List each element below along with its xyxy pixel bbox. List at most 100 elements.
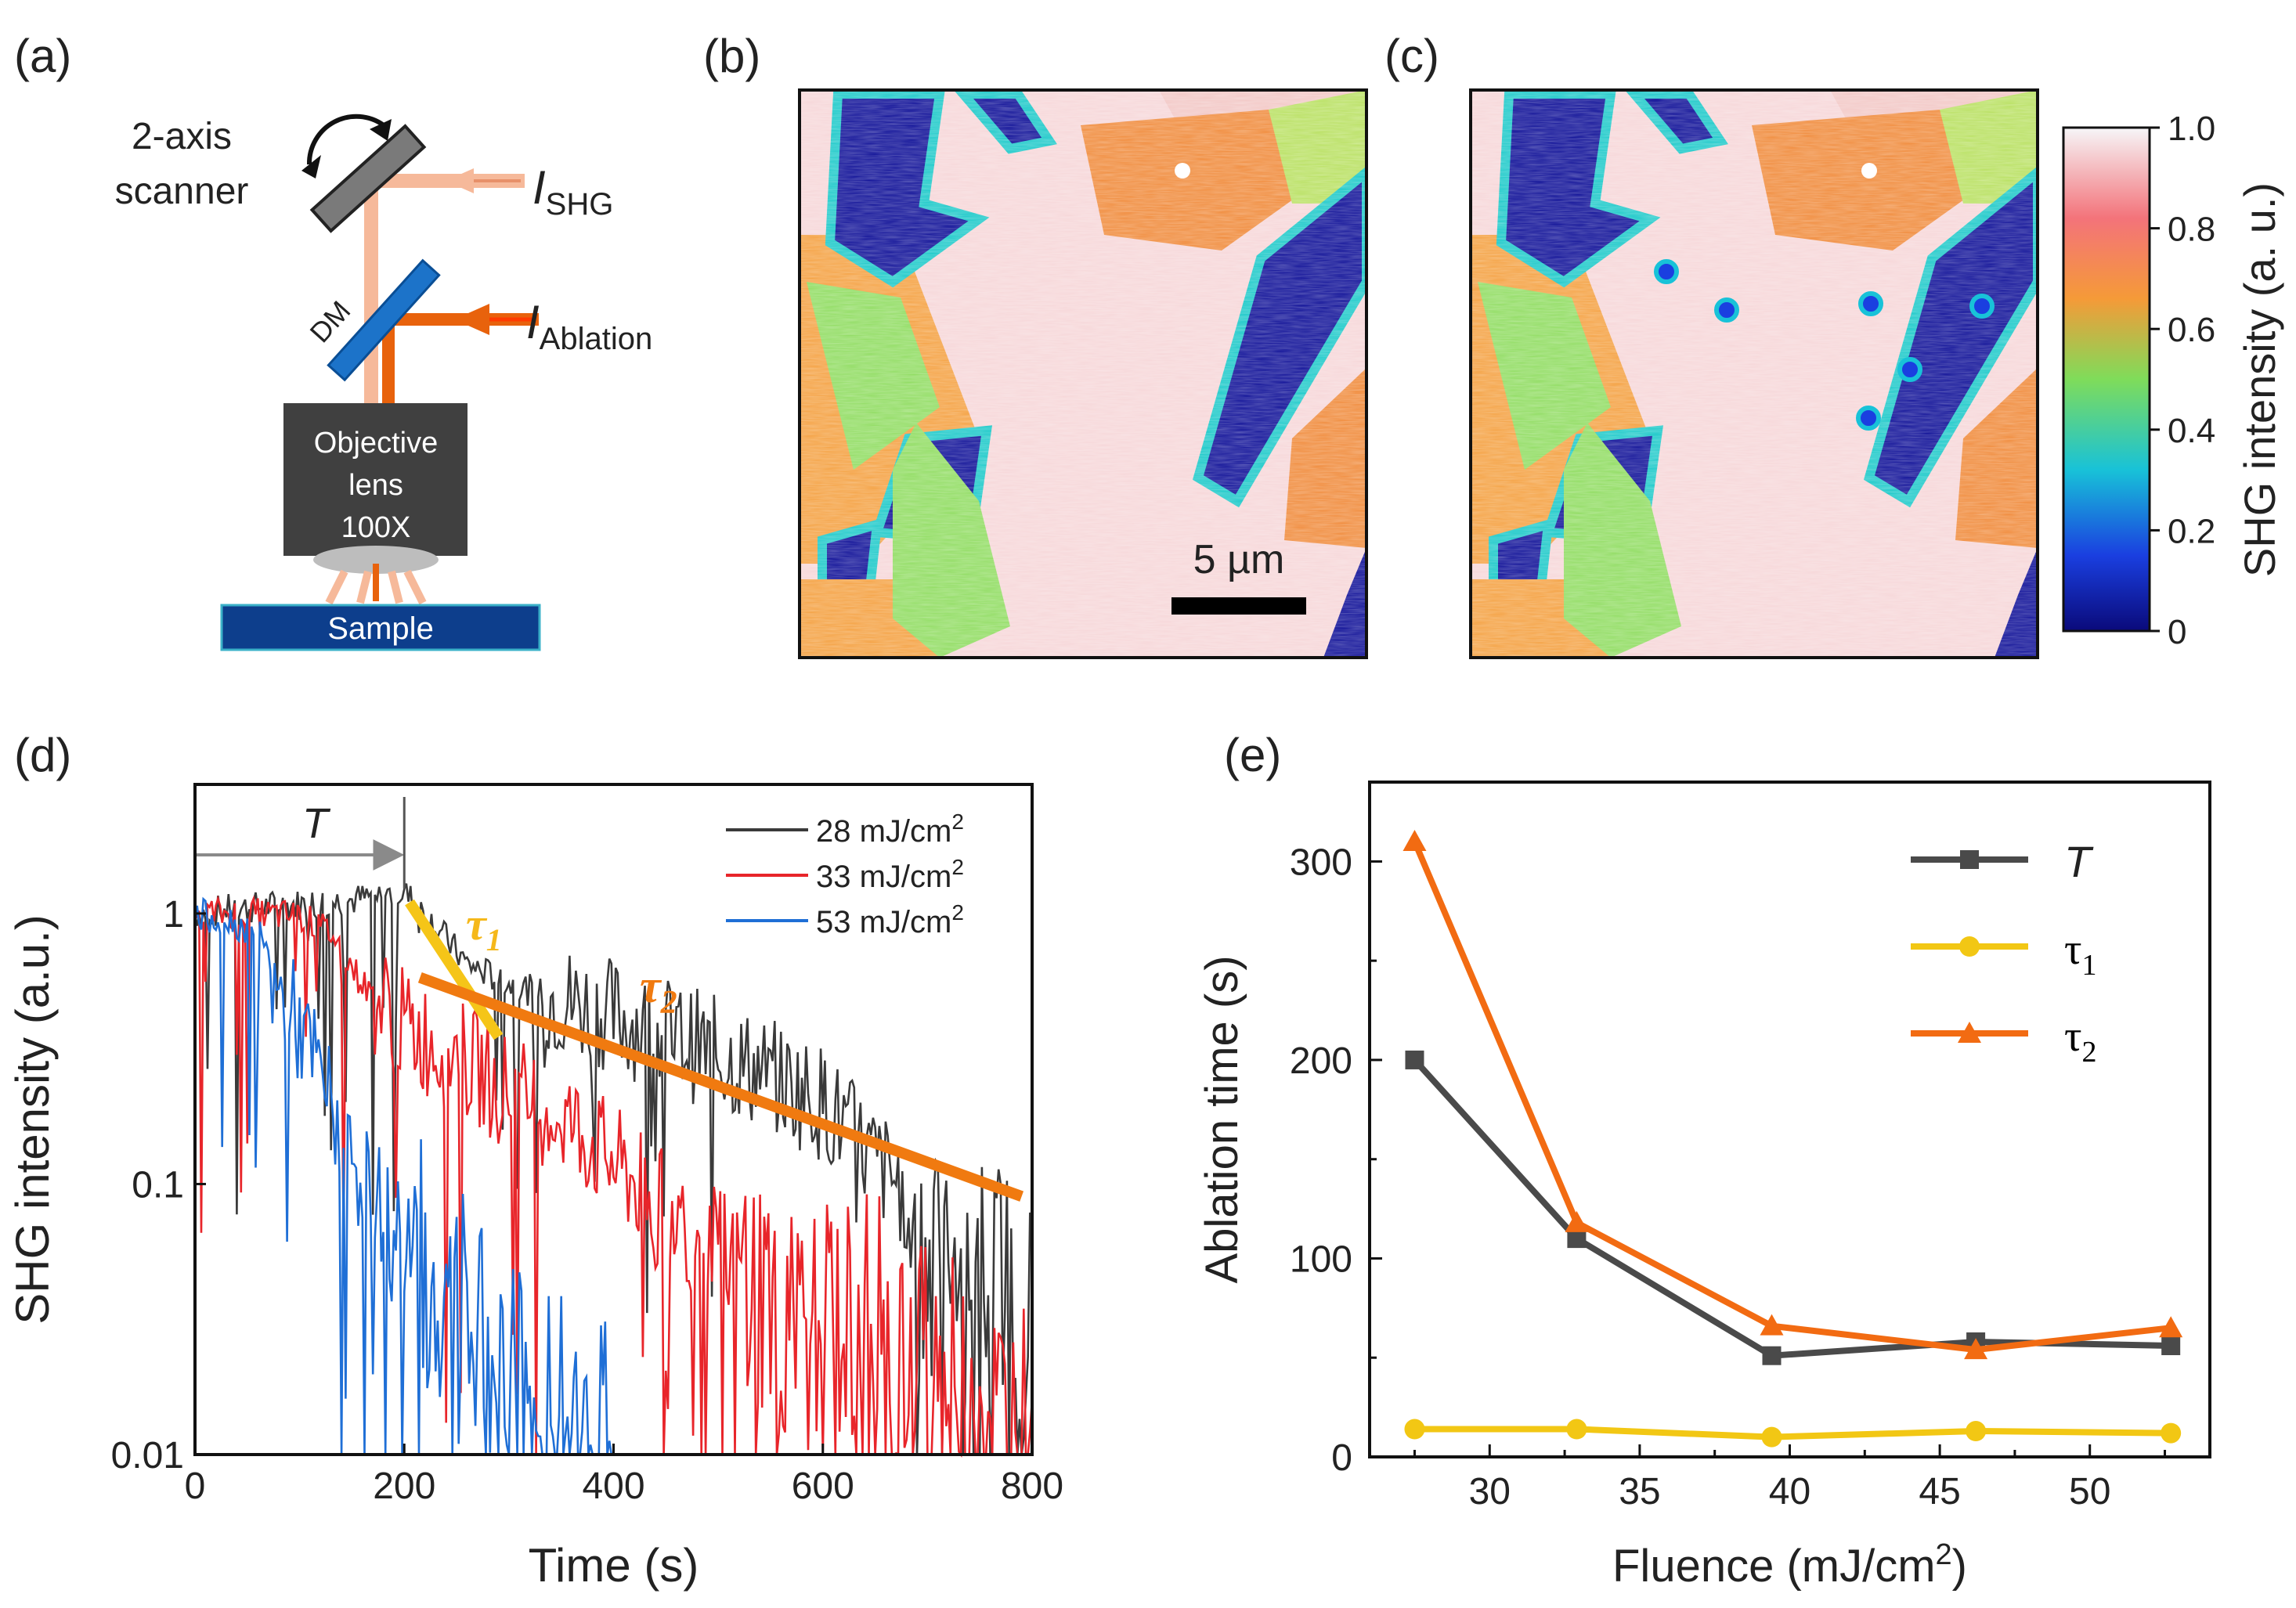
- scale-bar: [1171, 597, 1306, 615]
- panel-e-label: (e): [1224, 729, 1281, 781]
- rotation-arrowhead-icon: [301, 155, 321, 178]
- colorbar-title: SHG intensity (a. u.): [2235, 182, 2284, 577]
- panel-b: (b) 5 µm: [703, 30, 1368, 659]
- x-axis-label-end: ): [1952, 1541, 1967, 1592]
- series-line-2: [1414, 1426, 2171, 1440]
- objective-lens-tip: [313, 546, 439, 574]
- x-tick-label: 0: [185, 1466, 206, 1507]
- shg-map-before: [800, 90, 1366, 658]
- panel-c: (c): [1384, 30, 2284, 659]
- scale-bar-label: 5 µm: [1193, 537, 1285, 582]
- scanner-label-line1: 2-axis: [132, 116, 232, 157]
- panel-b-frame: [798, 88, 1368, 659]
- series-line-3: [1411, 840, 2171, 1354]
- data-point-triangle: [1565, 1210, 1589, 1232]
- ablation-spot: [1897, 357, 1922, 382]
- legend-sup: 2: [951, 900, 964, 925]
- rotation-arrow-icon: [306, 114, 385, 165]
- legend-label: 33 mJ/cm2: [816, 855, 964, 894]
- y-tick-label: 200: [1290, 1040, 1352, 1082]
- fit-line-tau2: [417, 972, 1024, 1202]
- y-tick-label: 100: [1290, 1238, 1352, 1280]
- x-tick-label: 30: [1469, 1471, 1511, 1512]
- ablation-spot: [1714, 297, 1739, 323]
- colorbar: [2062, 126, 2151, 633]
- panel-e: (e) 30 35 40 45 50 0 100 200 300 Fluence (mJ/cm2)…: [1197, 729, 2211, 1592]
- trace-1: [193, 883, 1034, 1455]
- trace-2: [193, 895, 1034, 1458]
- panel-c-label: (c): [1384, 30, 1439, 82]
- shg-map-after: [1471, 90, 2038, 658]
- objective-lens-body: [283, 403, 468, 556]
- legend-label: τ1: [2064, 925, 2097, 982]
- x-tick-label: 35: [1619, 1471, 1660, 1512]
- data-point-triangle: [1760, 1314, 1784, 1336]
- ablation-spot: [1858, 291, 1883, 316]
- colorbar-ticks: 1.0 0.8 0.6 0.4 0.2 0: [2150, 110, 2215, 651]
- legend-marker: [1959, 936, 1980, 957]
- x-axis-label: Fluence (mJ/cm2): [1612, 1538, 1967, 1592]
- x-tick-label: 200: [373, 1466, 435, 1507]
- panel-b-label: (b): [703, 30, 760, 82]
- legend-label: τ2: [2064, 1012, 2097, 1069]
- panel-d: (d) τ1 τ2 T 0 200 400 600 800 1 0.1 0.01 Time (s) SH…: [6, 729, 1063, 1592]
- colorbar-tick-label: 1.0: [2168, 110, 2215, 148]
- sample-label: Sample: [327, 611, 434, 646]
- data-point-circle: [1761, 1426, 1782, 1448]
- shg-beam-label: ISHG: [532, 161, 613, 222]
- x-tick-label: 400: [582, 1466, 644, 1507]
- ablation-spot: [1856, 406, 1881, 431]
- data-point-circle: [2161, 1422, 2182, 1444]
- y-tick-label: 0.1: [132, 1164, 184, 1206]
- x-tick-label: 40: [1769, 1471, 1810, 1512]
- tau2-label: τ2: [640, 961, 677, 1021]
- y-tick-label: 300: [1290, 842, 1352, 883]
- data-point-square: [2161, 1336, 2181, 1356]
- panel-a: (a) 2-axis scanner DM ISHG IAblation Obj…: [14, 30, 652, 651]
- chart-e: 30 35 40 45 50 0 100 200 300 Fluence (mJ/cm2) Abla…: [1197, 781, 2211, 1592]
- data-point-circle: [1966, 1421, 1987, 1442]
- colorbar-tick-label: 0.8: [2168, 211, 2215, 249]
- x-axis-label-sup: 2: [1936, 1538, 1952, 1571]
- colorbar-tick-label: 0: [2168, 613, 2186, 651]
- scanner-mirror: [309, 124, 427, 233]
- legend-label: 28 mJ/cm2: [816, 809, 964, 849]
- dichroic-mirror: [327, 258, 441, 382]
- y-tick-label: 0.01: [111, 1435, 184, 1476]
- chart-d: τ1 τ2 T 0 200 400 600 800 1 0.1 0.01 Time (s) SHG in…: [6, 783, 1063, 1592]
- legend-marker: [1960, 850, 1979, 869]
- y-axis-label: SHG intensity (a.u.): [6, 914, 59, 1325]
- panel-d-label: (d): [14, 729, 71, 781]
- y-tick-label: 1: [163, 894, 184, 936]
- legend-marker: [1958, 1022, 1981, 1043]
- x-tick-label: 600: [792, 1466, 854, 1507]
- colorbar-tick-label: 0.2: [2168, 512, 2215, 550]
- T-label: T: [302, 800, 331, 847]
- x-tick-label: 45: [1919, 1471, 1960, 1512]
- scanner-label-line2: scanner: [115, 171, 249, 212]
- data-point-square: [1405, 1050, 1424, 1069]
- legend-sub: 1: [2082, 949, 2097, 982]
- data-point-square: [1567, 1229, 1587, 1249]
- panel-c-frame: [1469, 88, 2039, 659]
- data-point-triangle: [1403, 830, 1427, 852]
- objective-label-line2: lens: [348, 469, 403, 502]
- x-axis-label: Time (s): [529, 1539, 699, 1592]
- ablation-spot: [1969, 294, 1995, 319]
- focused-beams: [325, 569, 427, 605]
- colorbar-tick-label: 0.4: [2168, 412, 2215, 450]
- legend-label: T: [2064, 837, 2094, 886]
- tau1-subscript: 1: [486, 922, 502, 957]
- legend-sub: 2: [2082, 1036, 2097, 1069]
- y-tick-label: 0: [1331, 1437, 1352, 1479]
- x-tick-label: 50: [2069, 1471, 2110, 1512]
- legend-sup: 2: [951, 809, 964, 834]
- colorbar-tick-label: 0.6: [2168, 311, 2215, 349]
- legend-label: 53 mJ/cm2: [816, 900, 964, 939]
- data-point-circle: [1404, 1419, 1425, 1440]
- ablation-beam-label: IAblation: [526, 296, 652, 356]
- tau2-subscript: 2: [660, 985, 677, 1021]
- sample-plate: [220, 604, 541, 651]
- objective-label-line1: Objective: [314, 427, 438, 460]
- fit-line-tau1: [405, 899, 504, 1040]
